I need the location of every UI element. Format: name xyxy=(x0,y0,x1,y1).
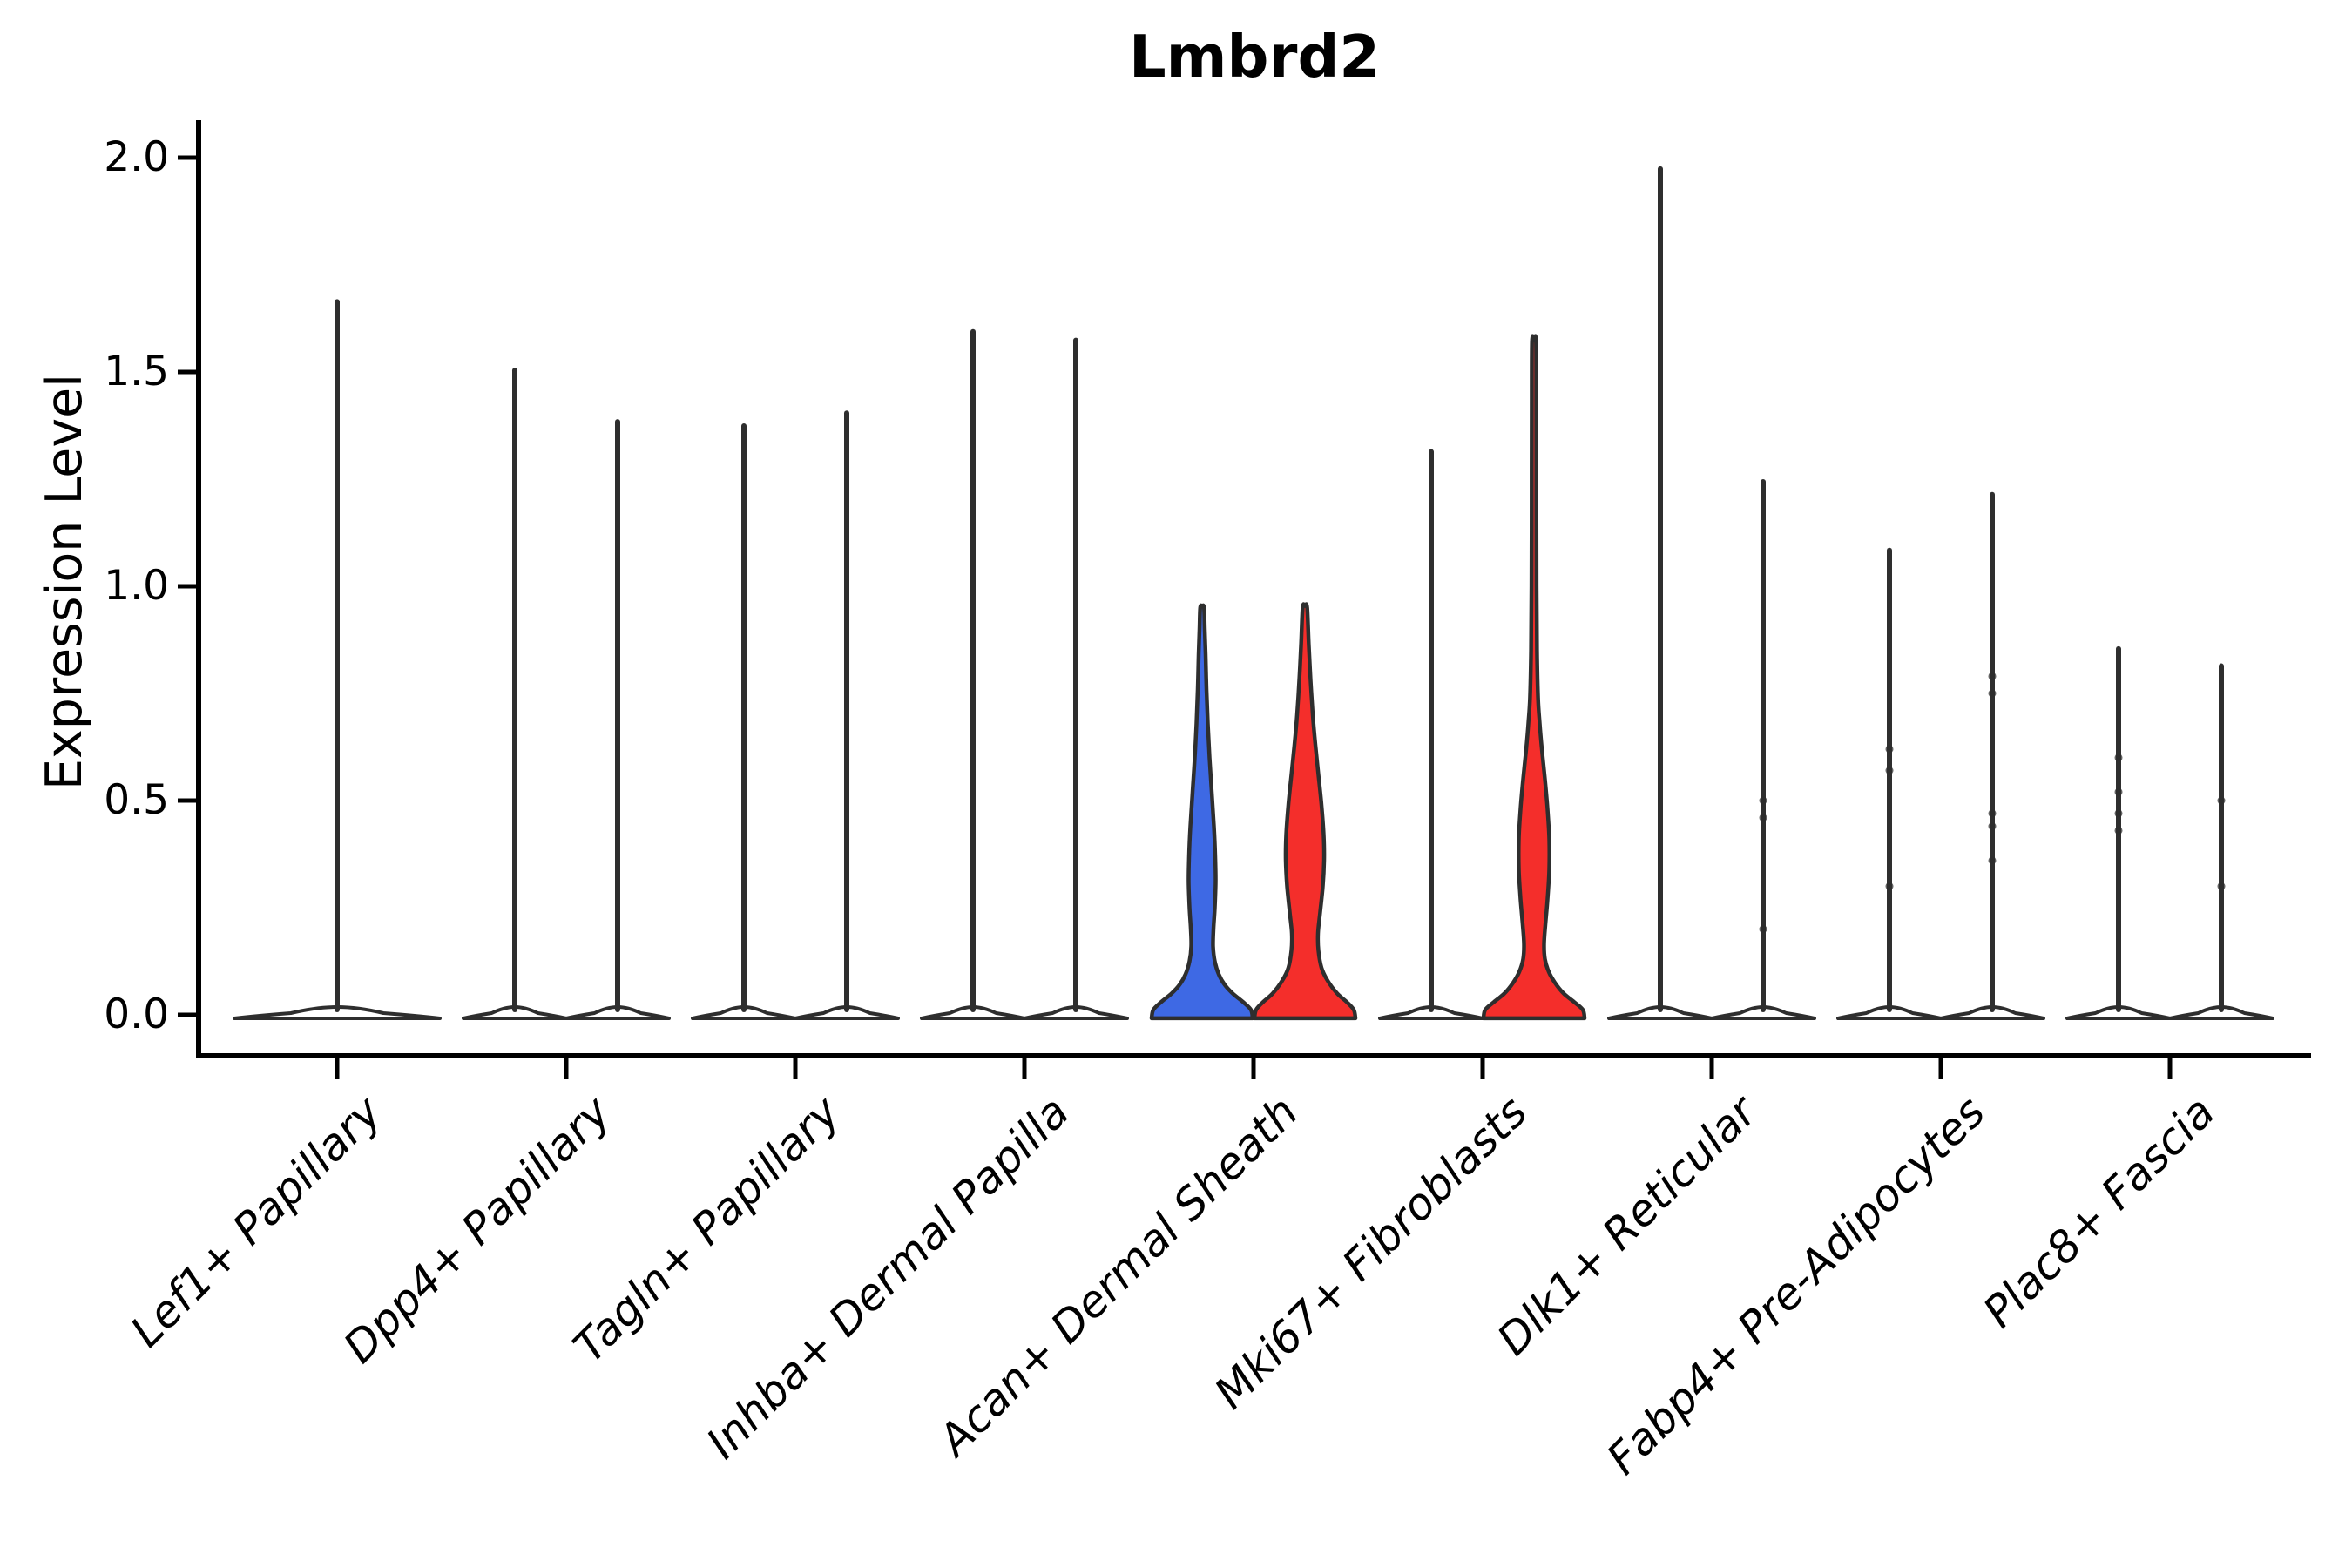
violin-fabp4-pre-adipocytes-left-point xyxy=(1885,882,1894,890)
violin-dlk1-reticular-right-point xyxy=(1759,796,1767,805)
y-tick-label-0.5: 0.5 xyxy=(104,776,169,824)
violin-fabp4-pre-adipocytes-left-point xyxy=(1885,745,1894,754)
violin-fabp4-pre-adipocytes-right-point xyxy=(1988,672,1997,680)
violin-fabp4-pre-adipocytes-left-point xyxy=(1885,767,1894,775)
y-tick-label-1.5: 1.5 xyxy=(104,348,169,395)
violin-fabp4-pre-adipocytes-right-point xyxy=(1988,809,1997,818)
violin-plac8-fascia-left-point xyxy=(2114,787,2123,796)
y-tick-label-1.0: 1.0 xyxy=(104,562,169,610)
violin-plac8-fascia-left-point xyxy=(2114,826,2123,835)
violin-fabp4-pre-adipocytes-right-point xyxy=(1988,689,1997,698)
violin-plac8-fascia-left-point xyxy=(2114,809,2123,818)
plot-title: Lmbrd2 xyxy=(1128,23,1381,91)
violin-dlk1-reticular-right-point xyxy=(1759,925,1767,934)
violin-plac8-fascia-left-point xyxy=(2114,754,2123,762)
violin-fabp4-pre-adipocytes-right-point xyxy=(1988,822,1997,831)
y-tick-label-0.0: 0.0 xyxy=(104,990,169,1038)
violin-dlk1-reticular-right-point xyxy=(1759,814,1767,822)
violin-acan-dermal-sheath-left xyxy=(1149,603,1255,1021)
violin-acan-dermal-sheath-right xyxy=(1252,602,1358,1021)
violin-fabp4-pre-adipocytes-right-point xyxy=(1988,856,1997,865)
violin-plac8-fascia-right-point xyxy=(2217,796,2226,805)
violin-mki67-fibroblasts-right xyxy=(1481,334,1587,1021)
violin-plac8-fascia-right-point xyxy=(2217,882,2226,890)
y-tick-label-2.0: 2.0 xyxy=(104,133,169,181)
